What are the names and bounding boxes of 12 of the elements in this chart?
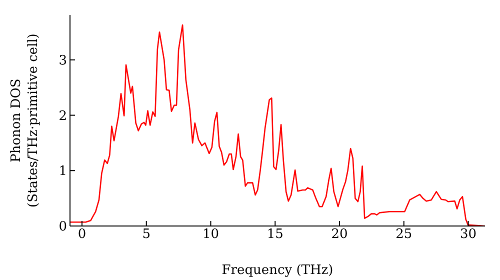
- x-tick-label: 30: [460, 227, 477, 242]
- x-tick-label: 20: [331, 227, 348, 242]
- x-tick-label: 0: [78, 227, 86, 242]
- y-axis-title: Phonon DOS (States/THz·primitive cell): [9, 33, 41, 208]
- y-tick-label: 1: [58, 164, 67, 180]
- x-tick-label: 10: [202, 227, 220, 242]
- x-tick-label: 25: [396, 227, 412, 242]
- x-axis-title: Frequency (THz): [222, 263, 334, 278]
- y-tick-label: 3: [58, 53, 67, 68]
- x-tick-label: 5: [142, 227, 150, 242]
- x-tick-label: 15: [266, 227, 284, 242]
- y-tick-label: 2: [58, 108, 67, 124]
